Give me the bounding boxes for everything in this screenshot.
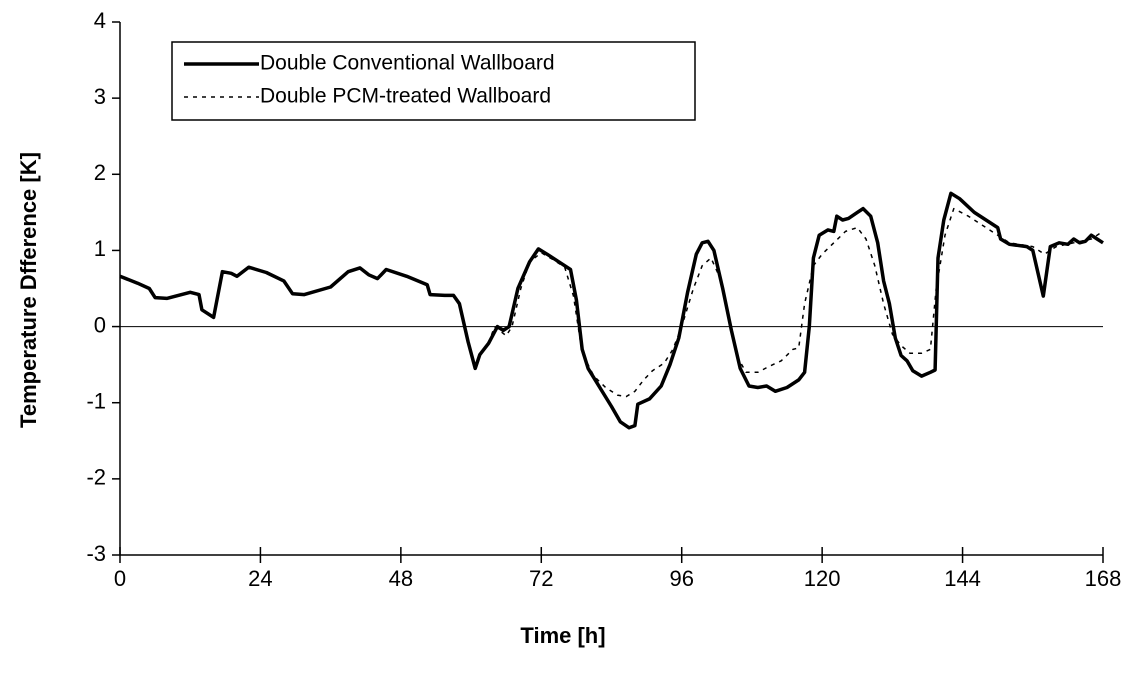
x-tick-label: 48: [389, 566, 413, 591]
x-tick-label: 96: [669, 566, 693, 591]
y-axis-title: Temperature Dfference [K]: [16, 152, 41, 428]
y-tick-label: 2: [94, 160, 106, 185]
y-tick-label: -1: [86, 389, 106, 414]
x-tick-label: 72: [529, 566, 553, 591]
x-tick-label: 0: [114, 566, 126, 591]
x-tick-label: 24: [248, 566, 272, 591]
series-line: [119, 207, 1104, 398]
x-axis-title: Time [h]: [520, 623, 605, 648]
legend-label: Double PCM-treated Wallboard: [260, 85, 551, 108]
x-tick-label: 120: [804, 566, 841, 591]
y-tick-label: -2: [86, 465, 106, 490]
y-tick-label: -3: [86, 541, 106, 566]
y-tick-label: 4: [94, 8, 106, 33]
legend-box: [171, 41, 696, 121]
series-line: [119, 191, 1104, 430]
y-tick-label: 0: [94, 312, 106, 337]
x-tick-label: 144: [944, 566, 981, 591]
y-tick-label: 3: [94, 84, 106, 109]
x-tick-label: 168: [1085, 566, 1122, 591]
legend-label: Double Conventional Wallboard: [260, 52, 555, 75]
y-tick-label: 1: [94, 236, 106, 261]
